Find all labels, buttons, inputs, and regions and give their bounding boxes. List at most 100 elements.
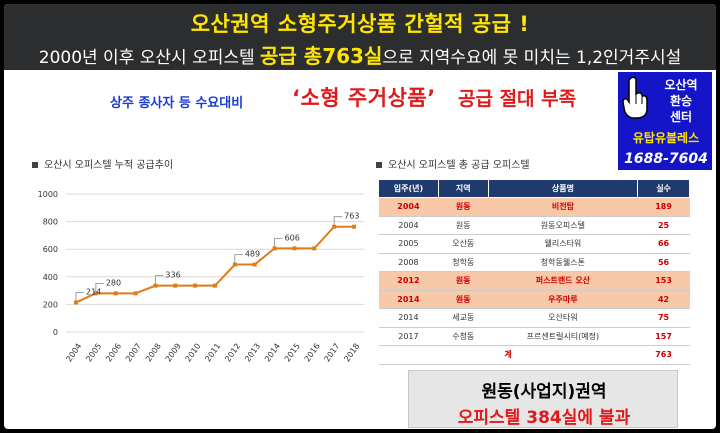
cell-year: 2005 [378, 234, 439, 254]
table-row: 2004 원동 비전탑 189 [378, 197, 690, 217]
cell-units: 157 [637, 327, 690, 346]
subhead-main: ‘소형 주거상품’ [292, 86, 436, 110]
cell-name: 우주마루 [488, 290, 638, 309]
data-label: 214 [86, 287, 101, 296]
series-line [75, 225, 354, 304]
cell-year: 2014 [378, 290, 439, 309]
col-name: 상품명 [487, 179, 639, 198]
cell-area: 원동 [438, 197, 489, 217]
cell-area: 원동 [438, 216, 489, 235]
x-tick-label: 2015 [283, 342, 302, 364]
data-point [173, 283, 178, 288]
square-bullet-icon [32, 162, 38, 168]
data-point [332, 224, 337, 229]
cell-name: 비전탑 [488, 197, 638, 217]
x-tick-label: 2014 [263, 342, 282, 364]
cell-year: 2014 [378, 308, 439, 328]
chart-panel-title-text: 오산시 오피스텔 누적 공급추이 [44, 160, 174, 171]
y-tick-label: 0 [53, 328, 58, 337]
table-row: 2008 청학동 청학동웰스톤 56 [378, 253, 690, 272]
x-tick-label: 2009 [164, 342, 183, 364]
data-label: 280 [106, 278, 121, 287]
data-label: 763 [344, 212, 359, 221]
data-label: 489 [245, 250, 260, 259]
x-tick-label: 2010 [184, 342, 203, 364]
cell-name: 청학동웰스톤 [488, 253, 638, 272]
supply-table: 입주(년) 지역 상품명 실수 2004 원동 비전탑 189 2004 원동 원동오피스텔… [378, 179, 690, 365]
col-area: 지역 [437, 179, 489, 198]
y-tick-label: 600 [43, 245, 58, 254]
table-row: 2005 오산동 웰리스타워 66 [378, 234, 690, 254]
x-tick-label: 2013 [243, 342, 262, 364]
data-point [153, 283, 158, 288]
data-point [113, 291, 118, 296]
cell-units: 56 [637, 253, 690, 272]
contact-badge[interactable]: 오산역 환승 센터 유탑유블레스 1688-7604 [616, 70, 714, 172]
header-banner: 오산권역 소형주거상품 간헐적 공급 ! 2000년 이후 오산시 오피스텔 공… [4, 4, 716, 70]
x-tick-label: 2016 [303, 342, 322, 364]
cell-area: 원동 [438, 271, 489, 291]
data-point [292, 246, 297, 251]
data-label-leader [274, 237, 283, 247]
total-value: 763 [637, 345, 690, 365]
data-point [74, 300, 78, 305]
subhead-tail: 공급 절대 부족 [458, 88, 577, 110]
cell-units: 25 [637, 216, 690, 235]
y-tick-label: 200 [43, 300, 58, 309]
cell-units: 189 [637, 197, 690, 217]
cell-area: 수청동 [438, 327, 489, 346]
x-tick-label: 2006 [104, 342, 123, 364]
cell-name: 웰리스타워 [488, 234, 638, 254]
y-tick-label: 800 [43, 218, 58, 227]
x-tick-label: 2012 [223, 342, 242, 364]
table-row: 2004 원동 원동오피스텔 25 [378, 216, 690, 235]
data-point [312, 246, 317, 251]
y-tick-label: 400 [43, 273, 58, 282]
data-label-leader [333, 216, 343, 225]
summary-line2: 오피스텔 384실에 불과 [457, 408, 631, 428]
table-total-row: 계 763 [378, 345, 690, 365]
badge-line3: 센터 [669, 110, 693, 124]
cell-units: 153 [637, 271, 690, 291]
cell-area: 원동 [438, 290, 489, 309]
cell-year: 2012 [378, 271, 439, 291]
data-point [252, 262, 257, 267]
col-units: 실수 [637, 179, 690, 198]
x-tick-label: 2017 [323, 342, 342, 364]
x-tick-label: 2007 [124, 342, 143, 364]
x-tick-label: 2011 [203, 342, 222, 364]
x-tick-label: 2004 [64, 342, 83, 364]
cell-area: 세교동 [438, 308, 489, 328]
badge-phone[interactable]: 1688-7604 [624, 151, 708, 167]
subhead-lead: 상주 종사자 등 수요대비 [110, 96, 244, 111]
table-panel-title-text: 오산시 오피스텔 총 공급 오피스텔 [388, 160, 530, 171]
data-point [352, 224, 356, 229]
table-header-row: 입주(년) 지역 상품명 실수 [378, 179, 690, 198]
chart-panel-title: 오산시 오피스텔 누적 공급추이 [32, 156, 173, 171]
data-label-leader [234, 254, 243, 263]
data-point [213, 283, 217, 288]
page-title: 오산권역 소형주거상품 간헐적 공급 ! [190, 12, 530, 36]
pointing-hand-cursor-icon [622, 76, 648, 119]
badge-line2: 환승 [669, 94, 693, 108]
data-label-leader [75, 292, 84, 301]
slide: 오산권역 소형주거상품 간헐적 공급 ! 2000년 이후 오산시 오피스텔 공… [4, 4, 716, 429]
cell-area: 청학동 [438, 253, 489, 272]
data-point [193, 283, 198, 288]
subtitle-post: 으로 지역수요에 못 미치는 1,2인거주시설 [382, 48, 682, 68]
cell-units: 66 [637, 234, 690, 254]
cell-year: 2004 [378, 216, 439, 235]
table-row: 2014 세교동 오산타워 75 [378, 308, 690, 328]
subtitle-highlight: 공급 총763실 [260, 44, 383, 68]
subtitle-pre: 2000년 이후 오산시 오피스텔 [38, 48, 261, 68]
page-subtitle: 2000년 이후 오산시 오피스텔 공급 총763실으로 지역수요에 못 미치는… [4, 40, 716, 69]
badge-brand: 유탑유블레스 [632, 131, 700, 145]
table-row: 2014 원동 우주마루 42 [378, 290, 690, 309]
cell-area: 오산동 [438, 234, 489, 254]
badge-line1: 오산역 [664, 78, 698, 92]
data-point [272, 246, 277, 251]
square-bullet-icon [376, 162, 382, 168]
cell-name: 원동오피스텔 [488, 216, 638, 235]
cell-units: 75 [637, 308, 690, 328]
cell-year: 2017 [378, 327, 439, 346]
